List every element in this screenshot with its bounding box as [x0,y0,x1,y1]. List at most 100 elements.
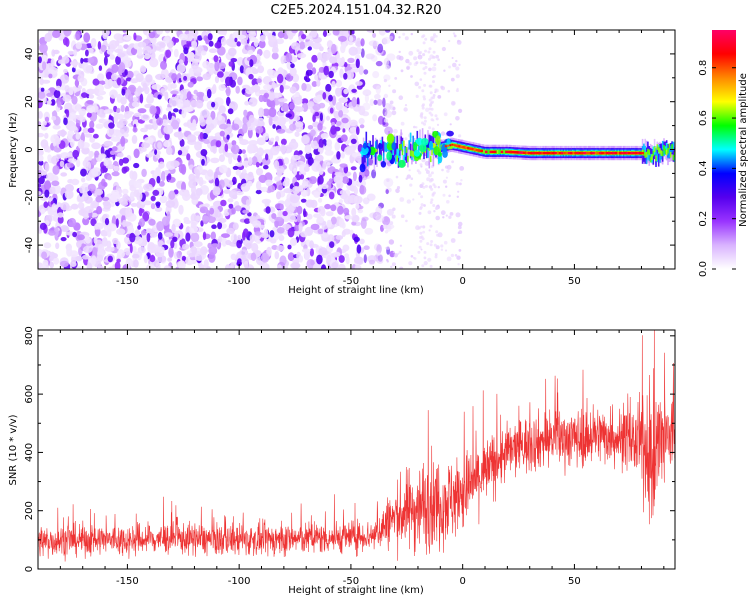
spectrogram-cell [543,151,546,155]
spectrogram-cell [118,62,126,74]
spectrogram-cell [126,70,134,79]
spectrogram-cell [165,49,172,58]
spectrogram-cell [121,221,132,227]
spectrogram-cell [51,111,57,116]
spectrogram-cell [458,63,461,66]
spectrogram-cell [111,64,119,73]
spectrogram-cell [96,95,104,101]
spectrogram-cell [408,169,411,172]
spectrogram-cell [178,164,185,174]
spectrogram-cell [84,196,93,204]
spectrogram-cell [494,150,497,154]
spectrogram-cell [131,134,138,144]
spectrogram-cell [245,242,252,250]
spectrogram-cell [38,121,42,126]
spectrogram-cell [168,190,176,200]
spectrogram-cell [451,160,454,164]
spectrogram-cell [331,122,336,127]
spectrogram-cell [456,144,458,147]
spectrogram-cell [258,154,263,164]
spectrogram-cell [136,191,143,201]
spectrogram-cell [171,223,176,233]
spectrogram-cell [55,85,62,91]
spectrogram-cell [363,69,369,75]
spectrogram-cell [648,152,651,161]
spectrogram-cell [299,185,304,192]
spectrogram-cell [164,232,174,238]
spectrogram-cell [277,31,285,39]
spectrogram-cell [412,142,414,157]
spectrogram-cell [104,218,110,226]
spectrogram-cell [225,76,232,87]
spectrogram-cell [336,121,342,126]
spectrogram-cell [141,147,147,152]
spectrogram-cell [43,242,52,249]
spectrogram-cell [429,224,433,228]
spectrogram-cell [41,170,47,176]
spectrogram-cell [311,162,322,172]
spectrogram-cell [409,132,412,142]
spectrogram-cell [421,138,429,146]
spectrogram-cell [159,42,166,48]
spectrogram-cell [110,73,118,81]
spectrogram-cell [69,250,79,258]
spectrogram-cell [408,140,410,150]
spectrogram-cell [334,171,343,177]
spectrogram-cell [435,135,441,146]
x-tick-label: -100 [228,276,251,287]
colorbar-gradient [712,30,736,269]
spectrogram-cell [429,156,432,163]
spectrogram-cell [431,66,437,72]
spectrogram-cell [317,147,323,153]
spectrogram-cell [326,139,333,147]
spectrogram-cell [269,238,277,244]
spectrogram-cell [48,73,53,79]
spectrogram-cell [90,218,97,227]
spectrogram-cell [167,257,173,262]
spectrogram-cell [369,146,376,156]
spectrogram-cell [156,175,161,184]
spectrogram-cell [130,47,138,56]
spectrogram-cell [89,136,96,143]
spectrogram-cell [150,195,156,202]
spectrogram-cell [333,110,340,119]
spectrogram-cell [149,57,159,68]
spectrogram-cell [565,151,567,155]
spectrogram-cell [500,150,504,154]
spectrogram-cell [377,154,383,162]
spectrogram-cell [376,251,381,256]
spectrogram-cell [431,149,433,156]
spectrogram-cell [248,73,254,80]
spectrogram-cell [382,224,388,230]
spectrogram-cell [323,30,327,37]
spectrogram-cell [76,240,82,248]
spectrogram-cell [594,151,597,155]
spectrogram-cell [376,139,378,154]
spectrogram-cell [72,231,77,238]
y-tick-label: 400 [24,443,35,462]
spectrogram-cell [365,53,375,60]
spectrogram-cell [423,261,428,266]
spectrogram-cell [363,254,367,264]
spectrogram-cell [326,115,330,121]
spectrogram-cell [352,179,357,187]
spectrogram-cell [252,220,262,228]
spectrogram-cell [386,133,395,144]
spectrogram-cell [419,144,427,153]
spectrogram-cell [150,232,158,238]
spectrogram-cell [280,138,287,146]
spectrogram-cell [149,105,157,115]
spectrogram-cell [413,125,416,129]
spectrogram-cell [581,151,584,155]
spectrogram-cell [283,157,290,165]
spectrogram-cell [140,67,147,72]
spectrogram-cell [63,30,72,37]
spectrogram-cell [383,177,394,188]
spectrogram-cell [388,239,395,245]
spectrogram-cell [231,144,240,155]
y-tick-label: 800 [24,326,35,345]
spectrogram-cell [276,191,281,200]
spectrogram-cell [279,84,284,94]
spectrogram-cell [423,119,427,123]
spectrogram-cell [52,30,61,39]
